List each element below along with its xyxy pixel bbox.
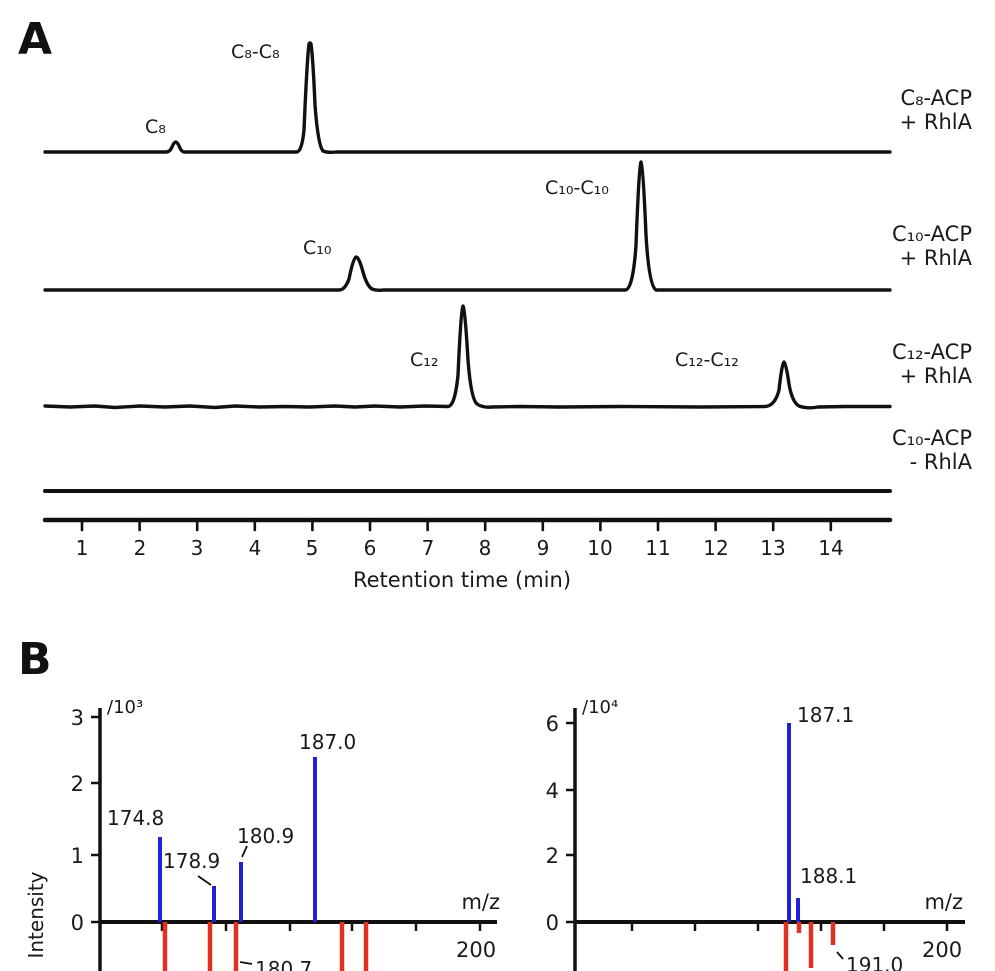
x-tick-8: 8 (478, 536, 492, 560)
row-label-line: C₁₀-ACP (892, 426, 972, 450)
ms-peak-label-191-0-cut: 191.0 (846, 953, 904, 971)
ms-peak-label-180-7-cut: 180.7 (255, 957, 313, 971)
x-tick-2: 2 (133, 536, 147, 560)
intensity-axis-title: Intensity (24, 871, 48, 959)
x-tick-4: 4 (248, 536, 262, 560)
right-scale-label: /10⁴ (582, 697, 619, 718)
x-tick-5: 5 (305, 536, 319, 560)
left-mz-label: m/z (461, 890, 500, 914)
right-x-end-label: 200 (922, 938, 963, 962)
right-blue-bars (787, 723, 800, 922)
row-label-line: + RhlA (899, 110, 972, 134)
peak-label-c8c8: C₈-C₈ (231, 41, 280, 63)
x-tick-11: 11 (645, 536, 671, 560)
panel-b-label: B (18, 634, 52, 685)
ms-peak-label-188-1: 188.1 (800, 864, 858, 888)
right-y-ticks (566, 721, 575, 924)
row-label-c10-acp-minus: C₁₀-ACP - RhlA (892, 426, 972, 474)
right-y-tick-0: 0 (545, 911, 559, 935)
retention-axis-ticks (80, 518, 833, 532)
row-label-c10-acp: C₁₀-ACP + RhlA (892, 222, 972, 270)
row-label-c12-acp: C₁₂-ACP + RhlA (892, 340, 972, 388)
left-x-end-label: 200 (456, 938, 497, 962)
left-blue-bars (158, 757, 317, 922)
mass-spectra-plot (91, 708, 965, 971)
right-y-tick-6: 6 (545, 712, 559, 736)
peak-label-c10c10: C₁₀-C₁₀ (545, 177, 609, 199)
ms-peak-label-174-8: 174.8 (107, 806, 165, 830)
right-mz-label: m/z (924, 890, 963, 914)
ms-peak-label-180-9: 180.9 (237, 824, 295, 848)
peak-label-c12c12: C₁₂-C₁₂ (675, 349, 739, 371)
row-label-line: C₁₂-ACP (892, 340, 972, 364)
left-y-ticks (91, 715, 100, 924)
row-label-line: + RhlA (899, 246, 972, 270)
right-red-bars (783, 922, 836, 971)
row-label-line: C₁₀-ACP (892, 222, 972, 246)
right-y-tick-4: 4 (545, 779, 559, 803)
right-label-pointers (836, 951, 844, 960)
x-tick-6: 6 (363, 536, 377, 560)
x-tick-12: 12 (703, 536, 729, 560)
trace-c10-acp-plus-rhla (43, 160, 892, 293)
x-tick-7: 7 (421, 536, 435, 560)
panel-a-label: A (18, 14, 53, 65)
right-y-tick-2: 2 (545, 844, 559, 868)
x-tick-9: 9 (536, 536, 550, 560)
row-label-line: C₈-ACP (900, 86, 972, 110)
ms-peak-label-187-1: 187.1 (797, 703, 855, 727)
x-tick-10: 10 (587, 536, 613, 560)
x-tick-1: 1 (75, 536, 89, 560)
left-scale-label: /10³ (107, 697, 144, 718)
x-tick-13: 13 (760, 536, 786, 560)
retention-axis-title: Retention time (min) (352, 568, 572, 592)
x-tick-14: 14 (818, 536, 844, 560)
peak-label-c12: C₁₂ (410, 349, 439, 371)
trace-c12-acp-plus-rhla (43, 304, 892, 410)
ms-peak-label-178-9: 178.9 (163, 849, 221, 873)
ms-peak-label-187-0: 187.0 (299, 730, 357, 754)
chromatogram-plot (42, 41, 893, 532)
left-red-bars (162, 922, 369, 971)
trace-c8-acp-plus-rhla (43, 41, 892, 155)
peak-label-c8: C₈ (145, 116, 166, 138)
row-label-line: + RhlA (899, 364, 972, 388)
x-tick-3: 3 (190, 536, 204, 560)
peak-label-c10: C₁₀ (303, 237, 332, 259)
left-y-tick-1: 1 (70, 844, 84, 868)
left-y-tick-0: 0 (70, 911, 84, 935)
row-label-c8-acp: C₈-ACP + RhlA (900, 86, 972, 134)
left-label-pointers (197, 845, 253, 965)
row-label-line: - RhlA (909, 450, 972, 474)
left-x-ticks (160, 922, 482, 931)
left-y-tick-2: 2 (70, 772, 84, 796)
right-x-ticks (630, 922, 949, 931)
left-y-tick-3: 3 (70, 706, 84, 730)
